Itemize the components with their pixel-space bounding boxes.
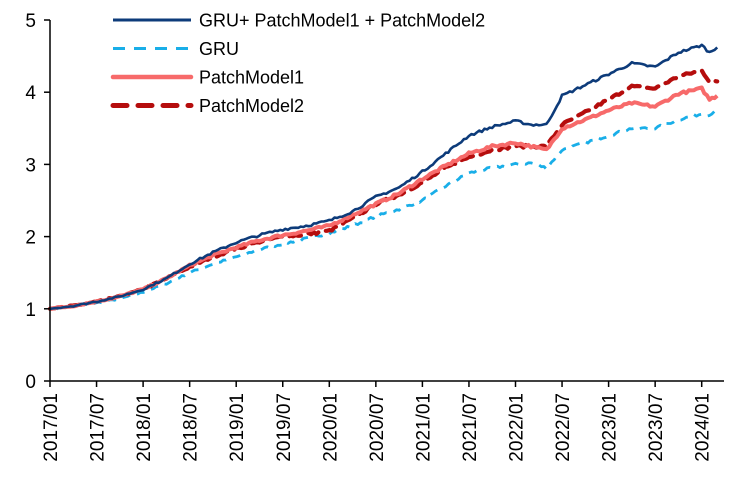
y-tick-label: 0	[25, 372, 36, 393]
x-tick-label: 2024/01	[693, 393, 714, 462]
y-tick-label: 4	[25, 83, 36, 104]
x-tick-label: 2018/07	[181, 393, 202, 462]
legend-label: PatchModel2	[199, 96, 304, 116]
series-layer	[47, 43, 720, 311]
x-tick-label: 2022/01	[507, 393, 528, 462]
y-ticks: 0 1 2 3 4 5	[25, 11, 50, 393]
x-tick-label: 2019/07	[274, 393, 295, 462]
legend-item: PatchModel2	[110, 96, 304, 116]
legend: GRU+ PatchModel1 + PatchModel2 GRU PatchMo…	[110, 11, 485, 116]
legend-label: GRU	[199, 39, 239, 59]
x-tick-label: 2020/07	[367, 393, 388, 462]
x-tick-label: 2023/01	[600, 393, 621, 462]
axes-layer	[49, 20, 724, 382]
x-tick-label: 2020/01	[320, 393, 341, 462]
x-ticks: 2017/01 2017/07 2018/01 2018/07 2019/01 2019/…	[41, 381, 714, 462]
y-tick-label: 3	[25, 155, 36, 176]
series-line-gru-patchmodel1-patchmodel2	[49, 43, 719, 311]
x-tick-label: 2017/01	[41, 393, 62, 462]
x-tick-label: 2021/01	[413, 393, 434, 462]
legend-item: PatchModel1	[110, 68, 304, 88]
x-tick-label: 2023/07	[646, 393, 667, 462]
y-tick-label: 2	[25, 228, 36, 249]
x-tick-label: 2017/07	[88, 393, 109, 462]
x-tick-label: 2018/01	[134, 393, 155, 462]
x-tick-label: 2022/07	[553, 393, 574, 462]
y-tick-label: 1	[25, 300, 36, 321]
x-tick-label: 2019/01	[227, 393, 248, 462]
legend-label: GRU+ PatchModel1 + PatchModel2	[199, 11, 485, 31]
legend-item: GRU	[113, 39, 239, 59]
series-line-gru	[49, 107, 719, 311]
y-tick-label: 5	[25, 11, 36, 32]
series-line-patchmodel1	[49, 85, 719, 311]
legend-label: PatchModel1	[199, 68, 304, 88]
x-tick-label: 2021/07	[460, 393, 481, 462]
legend-item: GRU+ PatchModel1 + PatchModel2	[113, 11, 485, 31]
